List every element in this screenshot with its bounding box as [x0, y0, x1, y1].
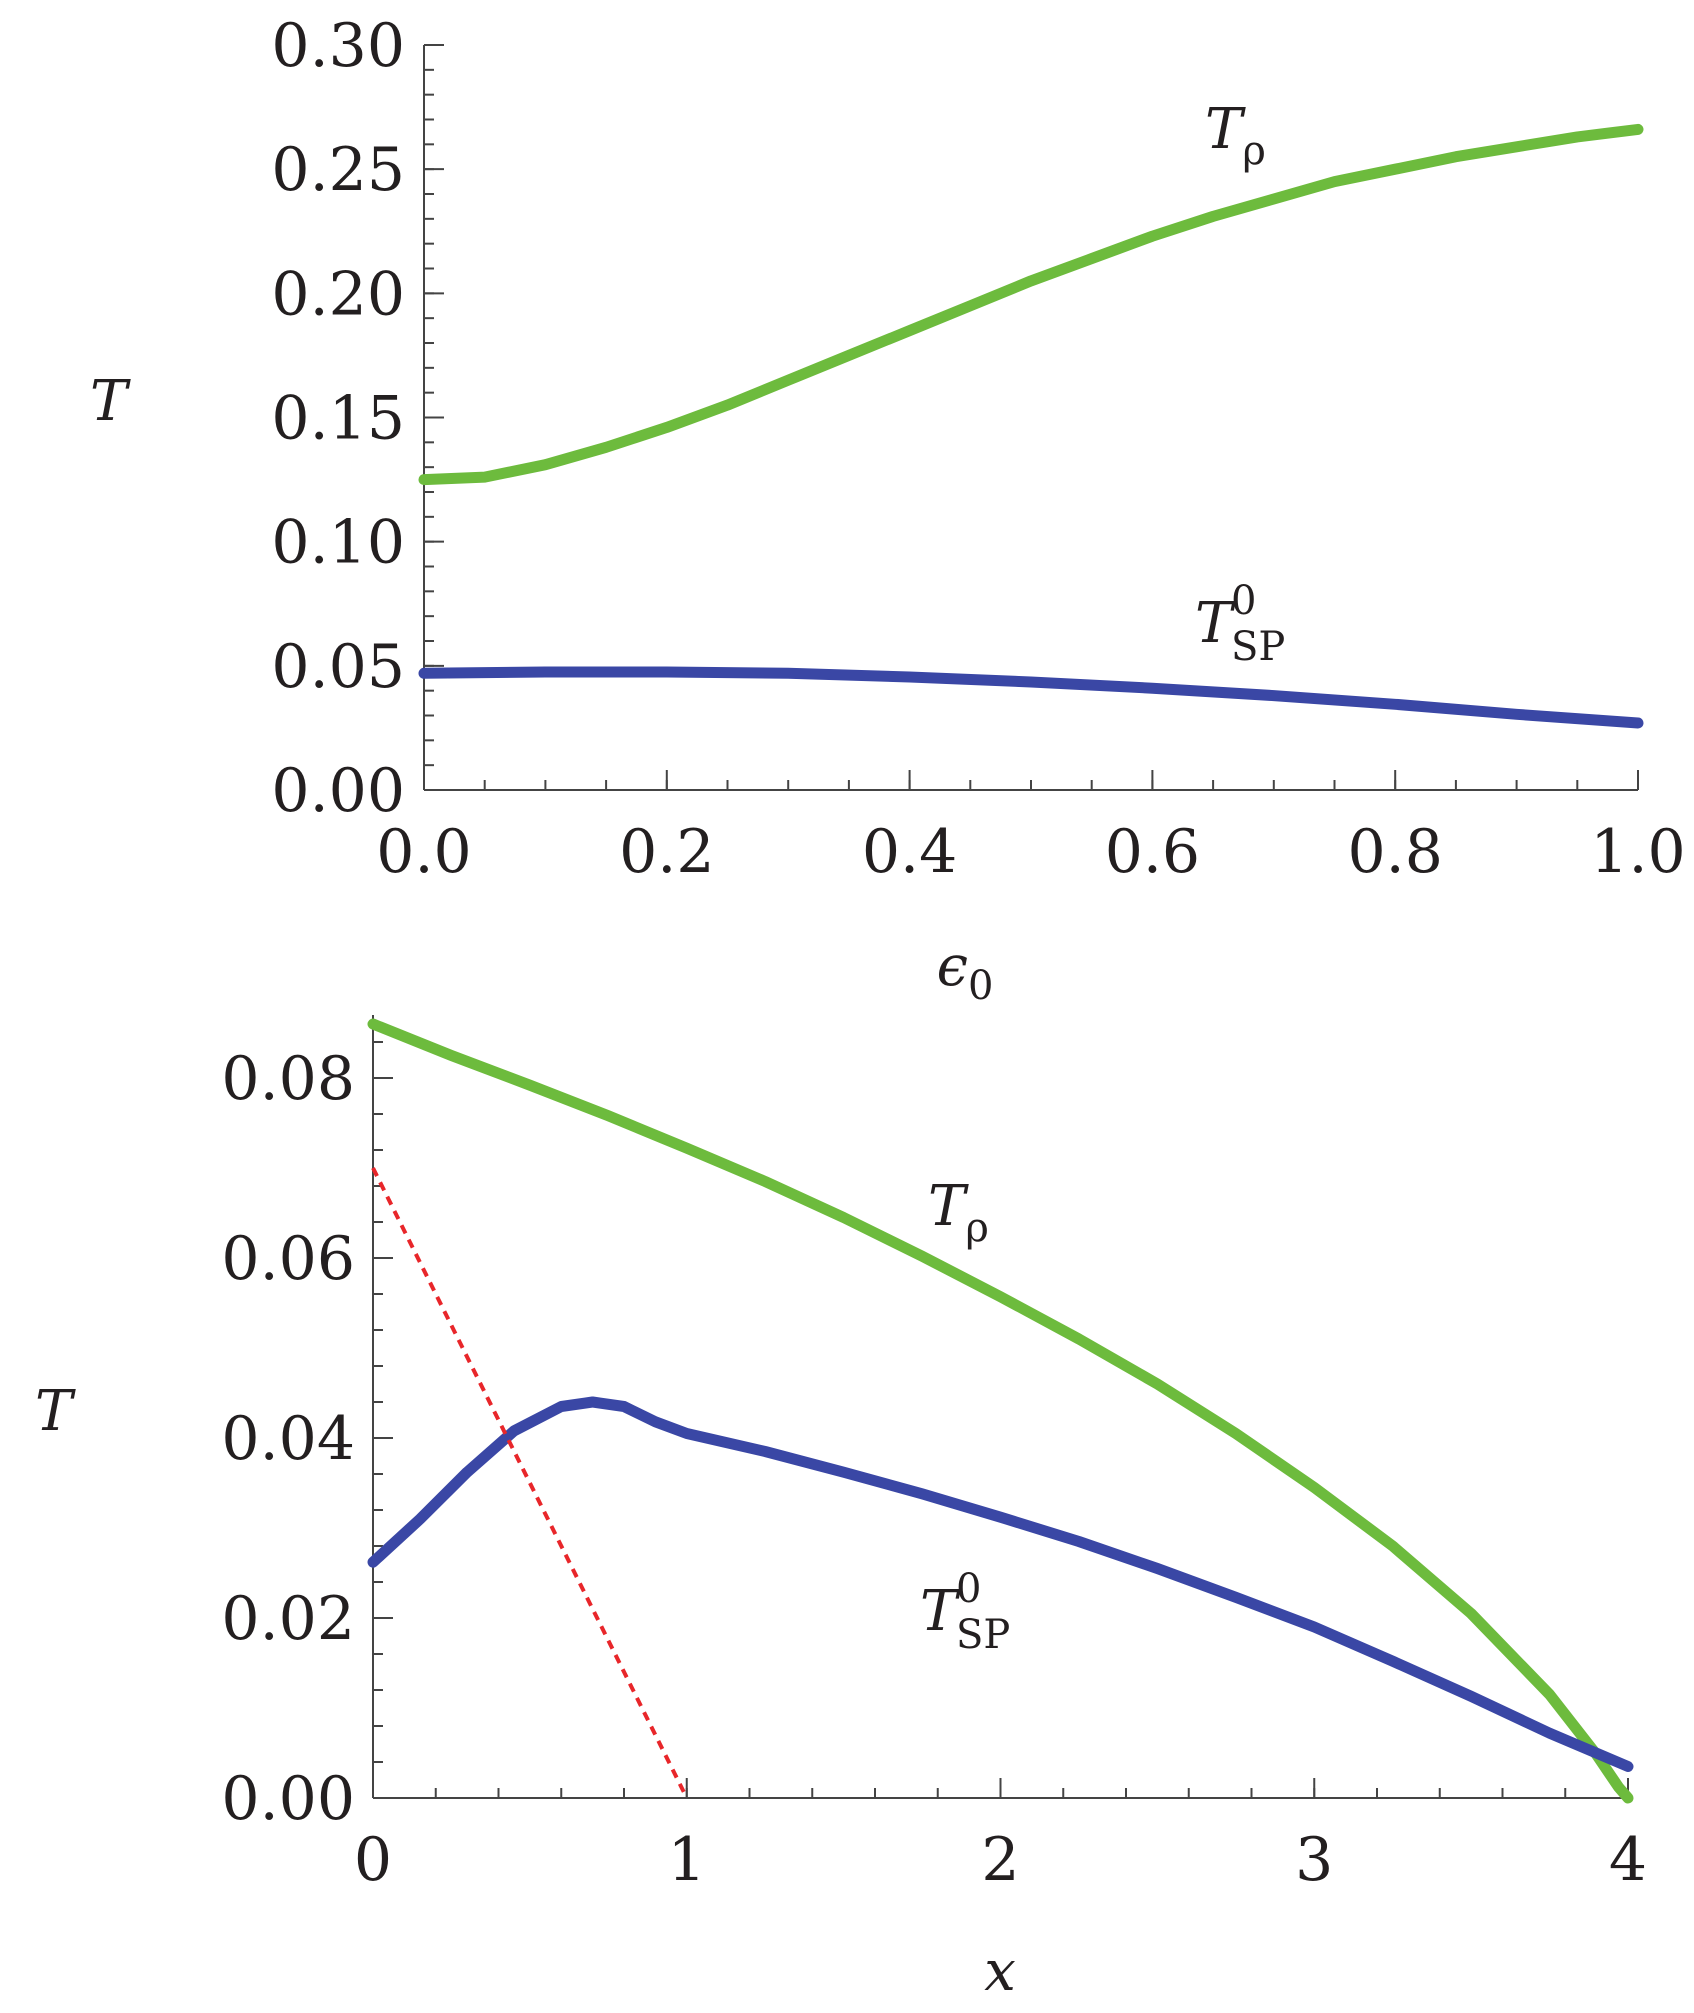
y-tick-label: 0.15	[271, 384, 405, 454]
y-tick-label: 0.00	[271, 756, 405, 826]
reference-dashed-line	[371, 1167, 689, 1799]
x-axis-title-main: ϵ	[937, 934, 968, 999]
x-tick-label: 0.4	[862, 817, 957, 887]
x-tick-label: 3	[1295, 1825, 1333, 1895]
series-label-t-rho: Tρ	[1205, 97, 1266, 174]
x-tick-label: 2	[981, 1825, 1019, 1895]
series-label-sup: 0	[956, 1566, 981, 1612]
y-tick-label: 0.20	[271, 259, 405, 329]
y-tick-label: 0.04	[221, 1404, 355, 1474]
y-tick-label: 0.08	[221, 1044, 355, 1114]
x-axis-title: x	[984, 1939, 1016, 2004]
series-label-main: T	[1195, 591, 1236, 656]
series-label-sup: 0	[1231, 578, 1256, 624]
series-label-sub: ρ	[1242, 128, 1266, 174]
series-line-t-rho	[418, 123, 1644, 486]
x-tick-label: 0.2	[619, 817, 714, 887]
series-label-main: T	[920, 1579, 961, 1644]
x-tick-label: 4	[1609, 1825, 1647, 1895]
y-tick-label: 0.00	[221, 1764, 355, 1834]
y-axis-title: T	[90, 369, 131, 434]
series-label-sub: SP	[1231, 624, 1285, 670]
y-tick-label: 0.06	[221, 1224, 355, 1294]
x-axis-title-main: x	[984, 1939, 1016, 2004]
y-tick-label: 0.30	[271, 11, 405, 81]
x-tick-label: 1.0	[1590, 817, 1685, 887]
top-panel: 0.0 0.2 0.4 0.6 0.8 1.0 0.00 0.05 0.10 0.15 0.20 0.…	[90, 11, 1686, 1009]
series-label-main: T	[1205, 97, 1246, 162]
x-axis-title: ϵ0	[937, 934, 994, 1009]
series-label-t-sp: T0 SP	[1195, 578, 1285, 670]
series-line-t-sp	[418, 666, 1644, 729]
y-tick-label: 0.10	[271, 508, 405, 578]
x-tick-label: 0.8	[1347, 817, 1442, 887]
x-axis-title-sub: 0	[968, 963, 993, 1009]
x-tick-label: 0.0	[376, 817, 471, 887]
y-axis-title: T	[35, 1379, 76, 1444]
series-line-t-rho	[367, 1018, 1634, 1804]
series-label-t-rho: Tρ	[928, 1174, 989, 1251]
series-label-main: T	[928, 1174, 969, 1239]
x-tick-label: 1	[668, 1825, 706, 1895]
y-tick-label: 0.05	[271, 632, 405, 702]
series-line-t-sp	[367, 1396, 1634, 1772]
x-tick-label: 0	[354, 1825, 392, 1895]
y-tick-label: 0.25	[271, 135, 405, 205]
series-label-sub: ρ	[965, 1205, 989, 1251]
series-label-t-sp: T0 SP	[920, 1566, 1010, 1658]
x-tick-label: 0.6	[1105, 817, 1200, 887]
y-tick-label: 0.02	[221, 1584, 355, 1654]
series-label-sub: SP	[956, 1612, 1010, 1658]
